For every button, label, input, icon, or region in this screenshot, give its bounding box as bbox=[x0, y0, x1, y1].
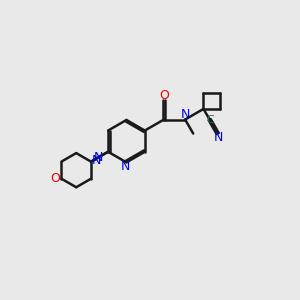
Text: O: O bbox=[51, 172, 61, 185]
Text: C: C bbox=[206, 115, 214, 124]
Text: N: N bbox=[93, 151, 103, 164]
Text: N: N bbox=[214, 131, 223, 144]
Text: N: N bbox=[120, 160, 130, 173]
Text: O: O bbox=[159, 88, 169, 102]
Text: N: N bbox=[92, 154, 101, 167]
Text: N: N bbox=[180, 108, 190, 121]
